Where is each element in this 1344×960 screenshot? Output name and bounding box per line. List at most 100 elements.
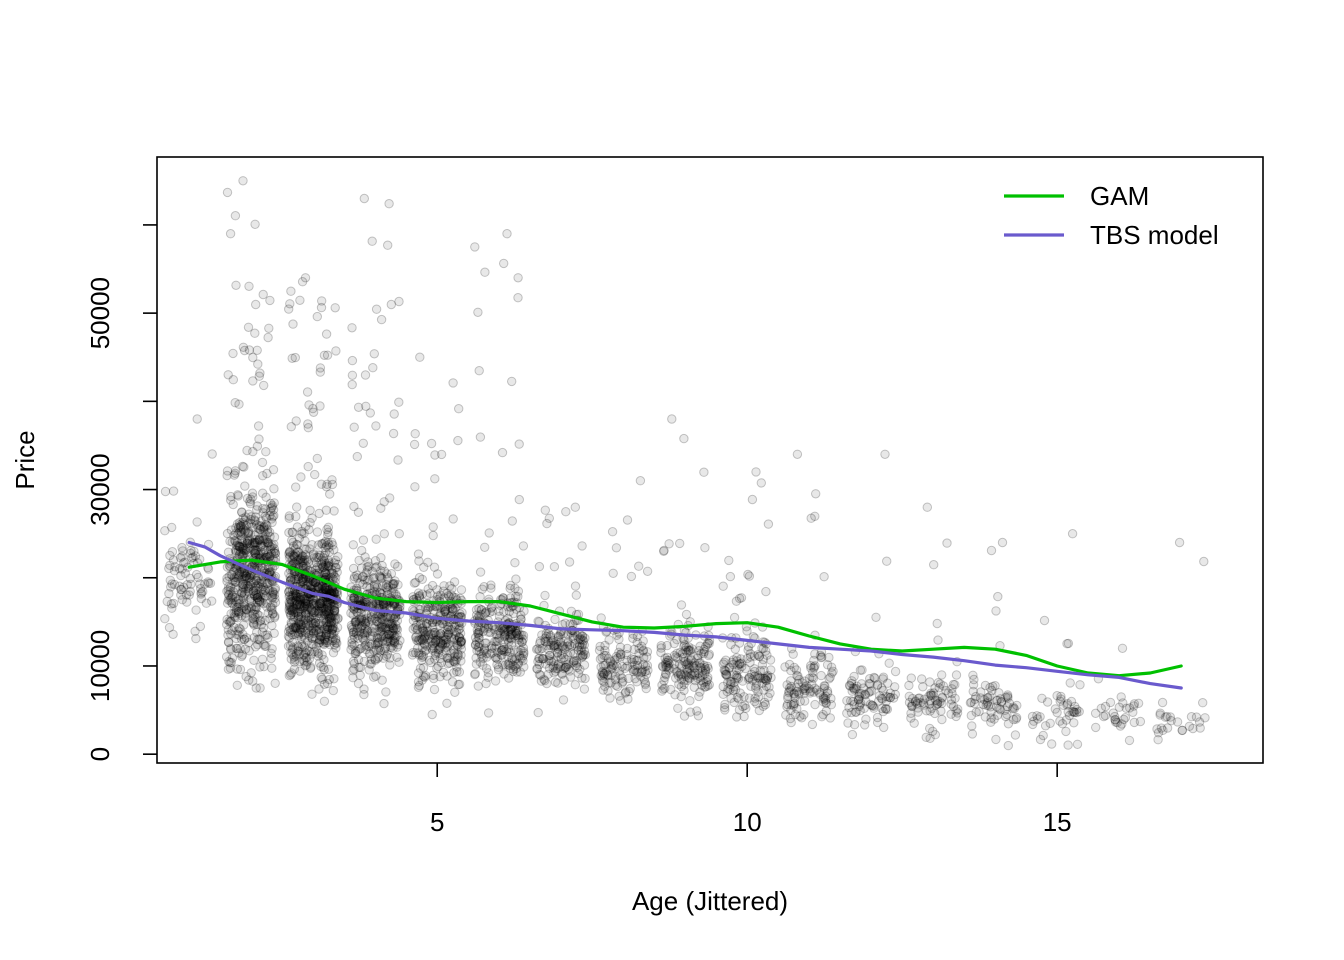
- legend-label: TBS model: [1090, 220, 1219, 250]
- scatter-point: [234, 546, 244, 556]
- scatter-point: [394, 397, 404, 407]
- scatter-point: [232, 664, 243, 674]
- scatter-point: [374, 599, 385, 610]
- scatter-point: [288, 643, 298, 653]
- scatter-point: [260, 545, 270, 555]
- scatter-point: [313, 651, 323, 661]
- scatter-point: [260, 534, 270, 545]
- scatter-point: [298, 619, 308, 629]
- scatter-point: [185, 586, 195, 597]
- scatter-point: [316, 635, 326, 645]
- scatter-point: [1100, 701, 1111, 712]
- scatter-point: [196, 583, 206, 594]
- scatter-point: [237, 574, 247, 584]
- scatter-point: [267, 517, 277, 528]
- scatter-point: [231, 528, 241, 538]
- scatter-point: [559, 663, 569, 674]
- scatter-point: [700, 665, 711, 675]
- scatter-point: [295, 295, 305, 305]
- y-tick-label: 0: [85, 747, 115, 761]
- scatter-point: [314, 658, 325, 668]
- scatter-point: [307, 540, 317, 550]
- scatter-point: [265, 585, 275, 596]
- scatter-point: [232, 629, 242, 640]
- scatter-point: [316, 479, 327, 489]
- scatter-point: [301, 594, 311, 604]
- scatter-point: [299, 555, 309, 566]
- scatter-point: [374, 643, 385, 653]
- scatter-point: [1061, 726, 1071, 737]
- scatter-point: [375, 587, 385, 598]
- scatter-point: [320, 609, 330, 619]
- x-axis-label: Age (Jittered): [632, 886, 788, 916]
- scatter-point: [319, 538, 329, 548]
- scatter-point: [241, 608, 251, 618]
- scatter-point: [253, 523, 263, 533]
- scatter-point: [230, 536, 241, 547]
- scatter-point: [686, 655, 696, 665]
- scatter-point: [930, 683, 940, 693]
- scatter-point: [266, 548, 277, 559]
- scatter-point: [234, 527, 245, 538]
- scatter-point: [370, 580, 380, 590]
- scatter-point: [269, 544, 280, 554]
- scatter-point: [261, 513, 272, 523]
- scatter-point: [296, 594, 306, 604]
- scatter-point: [673, 670, 684, 681]
- scatter-point: [313, 600, 323, 611]
- scatter-point: [288, 615, 299, 625]
- scatter-point: [291, 601, 301, 611]
- scatter-point: [241, 583, 251, 594]
- scatter-point: [596, 613, 606, 623]
- scatter-point: [533, 707, 543, 718]
- scatter-point: [231, 545, 242, 555]
- scatter-point: [198, 587, 208, 597]
- scatter-point: [240, 515, 250, 525]
- scatter-point: [284, 670, 294, 681]
- scatter-point: [884, 658, 894, 668]
- scatter-point: [234, 648, 244, 658]
- scatter-point: [321, 629, 331, 640]
- scatter-point: [309, 595, 319, 605]
- scatter-point: [184, 590, 194, 600]
- scatter-point: [259, 587, 269, 597]
- scatter-point: [232, 519, 243, 529]
- scatter-point: [301, 599, 311, 609]
- scatter-point: [164, 588, 174, 599]
- scatter-point: [689, 682, 699, 692]
- scatter-point: [233, 490, 243, 500]
- scatter-point: [321, 597, 332, 607]
- scatter-point: [299, 657, 309, 667]
- scatter-point: [286, 654, 296, 664]
- scatter-point: [392, 630, 402, 640]
- scatter-point: [745, 649, 756, 659]
- scatter-point: [516, 614, 526, 624]
- scatter-point: [329, 605, 340, 615]
- scatter-point: [203, 577, 213, 587]
- scatter-point: [372, 633, 382, 643]
- scatter-point: [250, 547, 261, 557]
- scatter-point: [871, 612, 881, 622]
- scatter-point: [296, 619, 306, 630]
- scatter-point: [248, 586, 259, 596]
- scatter-point: [160, 614, 170, 624]
- scatter-point: [369, 572, 379, 583]
- scatter-point: [254, 549, 264, 560]
- scatter-point: [259, 548, 269, 558]
- scatter-point: [167, 579, 177, 589]
- scatter-point: [308, 403, 318, 414]
- scatter-point: [424, 655, 435, 665]
- scatter-point: [307, 689, 317, 699]
- scatter-point: [253, 590, 264, 600]
- scatter-point: [252, 593, 263, 603]
- scatter-point: [261, 534, 271, 544]
- scatter-point: [256, 516, 266, 526]
- scatter-point: [288, 537, 298, 547]
- scatter-point: [386, 642, 396, 653]
- scatter-point: [385, 653, 395, 663]
- scatter-point: [286, 601, 296, 612]
- scatter-point: [291, 511, 301, 522]
- scatter-point: [305, 663, 316, 673]
- scatter-point: [290, 352, 300, 363]
- y-tick-label: 50000: [85, 277, 115, 349]
